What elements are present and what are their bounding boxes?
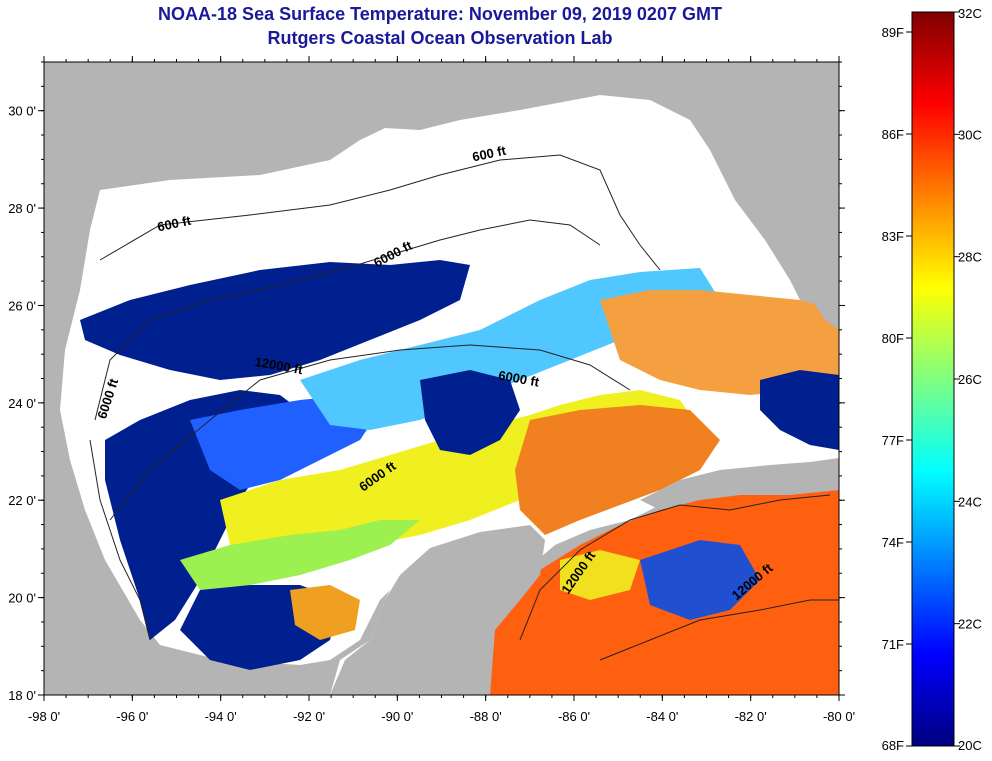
lon-tick-label: -88 0' bbox=[470, 709, 502, 724]
colorbar-fahrenheit-label: 71F bbox=[882, 637, 904, 652]
florida-land bbox=[690, 62, 839, 330]
colorbar-celsius-label: 22C bbox=[958, 617, 982, 632]
lon-tick-label: -82 0' bbox=[735, 709, 767, 724]
colorbar-fahrenheit-label: 83F bbox=[882, 229, 904, 244]
lon-tick-label: -80 0' bbox=[823, 709, 855, 724]
colorbar bbox=[911, 11, 955, 747]
lat-tick-label: 24 0' bbox=[8, 396, 36, 411]
map-title: NOAA-18 Sea Surface Temperature: Novembe… bbox=[158, 4, 722, 24]
lat-tick-label: 26 0' bbox=[8, 298, 36, 313]
lon-tick-label: -98 0' bbox=[28, 709, 60, 724]
colorbar-fahrenheit-label: 77F bbox=[882, 433, 904, 448]
lat-tick-label: 20 0' bbox=[8, 591, 36, 606]
lat-tick-label: 28 0' bbox=[8, 201, 36, 216]
colorbar-fahrenheit-label: 86F bbox=[882, 127, 904, 142]
map-subtitle: Rutgers Coastal Ocean Observation Lab bbox=[267, 28, 613, 48]
sst-field bbox=[80, 260, 839, 695]
contour-label: 600 ft bbox=[471, 143, 508, 165]
depth-contours bbox=[89, 154, 839, 661]
lon-tick-label: -96 0' bbox=[116, 709, 148, 724]
contour-label: 600 ft bbox=[156, 213, 193, 235]
colorbar-fahrenheit-label: 80F bbox=[882, 331, 904, 346]
lon-tick-label: -84 0' bbox=[646, 709, 678, 724]
cuba-land bbox=[640, 458, 839, 510]
colorbar-celsius-label: 20C bbox=[958, 738, 982, 753]
colorbar-fahrenheit-label: 74F bbox=[882, 535, 904, 550]
colorbar-fahrenheit-label: 89F bbox=[882, 25, 904, 40]
colorbar-celsius-label: 24C bbox=[958, 494, 982, 509]
colorbar-fahrenheit-label: 68F bbox=[882, 738, 904, 753]
colorbar-celsius-label: 26C bbox=[958, 372, 982, 387]
contour-label: 6000 ft bbox=[497, 368, 541, 390]
lon-tick-label: -92 0' bbox=[293, 709, 325, 724]
lat-tick-label: 30 0' bbox=[8, 104, 36, 119]
yucatan-land bbox=[330, 525, 545, 695]
colorbar-celsius-label: 28C bbox=[958, 250, 982, 265]
lat-tick-label: 18 0' bbox=[8, 688, 36, 703]
lon-tick-label: -90 0' bbox=[381, 709, 413, 724]
colorbar-celsius-label: 32C bbox=[958, 6, 982, 21]
lon-tick-label: -94 0' bbox=[205, 709, 237, 724]
colorbar-celsius-label: 30C bbox=[958, 127, 982, 142]
lon-tick-label: -86 0' bbox=[558, 709, 590, 724]
lat-tick-label: 22 0' bbox=[8, 493, 36, 508]
